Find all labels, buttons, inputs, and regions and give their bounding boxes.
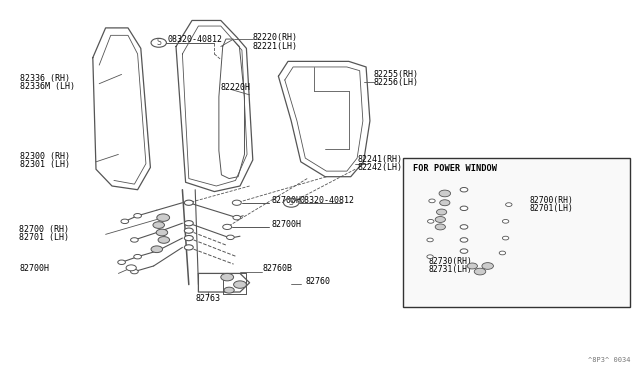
Circle shape — [428, 219, 434, 223]
Circle shape — [126, 265, 136, 271]
Text: 82255(RH): 82255(RH) — [373, 70, 418, 79]
Text: 82760B: 82760B — [262, 264, 292, 273]
Circle shape — [499, 251, 506, 255]
Text: 82336 (RH): 82336 (RH) — [20, 74, 70, 83]
Circle shape — [427, 255, 433, 259]
Text: 82220(RH): 82220(RH) — [253, 33, 298, 42]
Circle shape — [224, 287, 234, 293]
Text: 82730(RH): 82730(RH) — [429, 257, 473, 266]
Text: 82700H: 82700H — [272, 220, 302, 229]
Text: 82701(LH): 82701(LH) — [530, 204, 574, 213]
Circle shape — [221, 273, 234, 281]
Text: 08320-40812: 08320-40812 — [300, 196, 355, 205]
Text: 08320-40812: 08320-40812 — [168, 35, 223, 44]
Circle shape — [156, 229, 168, 236]
Circle shape — [460, 225, 468, 229]
Circle shape — [435, 224, 445, 230]
Circle shape — [460, 187, 468, 192]
Text: 82242(LH): 82242(LH) — [357, 163, 402, 172]
Text: 82701 (LH): 82701 (LH) — [19, 233, 69, 242]
Text: 82221(LH): 82221(LH) — [253, 42, 298, 51]
Circle shape — [118, 260, 125, 264]
Circle shape — [233, 215, 241, 220]
Circle shape — [184, 228, 193, 233]
Circle shape — [184, 221, 193, 226]
Circle shape — [131, 238, 138, 242]
Circle shape — [439, 190, 451, 197]
Text: 82700 (RH): 82700 (RH) — [19, 225, 69, 234]
Circle shape — [121, 219, 129, 224]
Circle shape — [460, 238, 468, 242]
Circle shape — [227, 235, 234, 240]
Circle shape — [131, 269, 138, 274]
Circle shape — [427, 238, 433, 242]
Circle shape — [234, 281, 246, 288]
Circle shape — [151, 246, 163, 253]
Text: 82241(RH): 82241(RH) — [357, 155, 402, 164]
Circle shape — [436, 209, 447, 215]
Text: FOR POWER WINDOW: FOR POWER WINDOW — [413, 164, 497, 173]
Circle shape — [223, 224, 232, 230]
Text: 82700(RH): 82700(RH) — [530, 196, 574, 205]
Circle shape — [153, 222, 164, 228]
Circle shape — [460, 206, 468, 211]
Text: ^8P3^ 0034: ^8P3^ 0034 — [588, 357, 630, 363]
Text: 82336M (LH): 82336M (LH) — [20, 82, 76, 91]
Circle shape — [460, 249, 468, 253]
Text: 82256(LH): 82256(LH) — [373, 78, 418, 87]
Text: 82700H: 82700H — [272, 196, 302, 205]
Text: 82763: 82763 — [195, 294, 220, 303]
Circle shape — [184, 245, 193, 250]
Circle shape — [502, 219, 509, 223]
Text: S: S — [289, 198, 294, 207]
Text: S: S — [156, 38, 161, 47]
Circle shape — [158, 237, 170, 243]
Bar — [403, 158, 630, 307]
Text: 82760: 82760 — [306, 277, 331, 286]
Circle shape — [134, 214, 141, 218]
Circle shape — [134, 254, 141, 259]
Circle shape — [474, 268, 486, 275]
Circle shape — [232, 200, 241, 205]
Text: 82700H: 82700H — [19, 264, 49, 273]
Circle shape — [482, 263, 493, 269]
Text: 82301 (LH): 82301 (LH) — [20, 160, 70, 169]
Text: 82220H: 82220H — [221, 83, 251, 92]
Circle shape — [157, 214, 170, 221]
Circle shape — [184, 235, 193, 241]
Circle shape — [429, 199, 435, 203]
Circle shape — [502, 236, 509, 240]
Text: 82731(LH): 82731(LH) — [429, 265, 473, 274]
Circle shape — [440, 200, 450, 206]
Circle shape — [467, 263, 477, 269]
Circle shape — [184, 200, 193, 205]
Circle shape — [506, 203, 512, 206]
Circle shape — [435, 217, 445, 222]
Text: 82300 (RH): 82300 (RH) — [20, 152, 70, 161]
